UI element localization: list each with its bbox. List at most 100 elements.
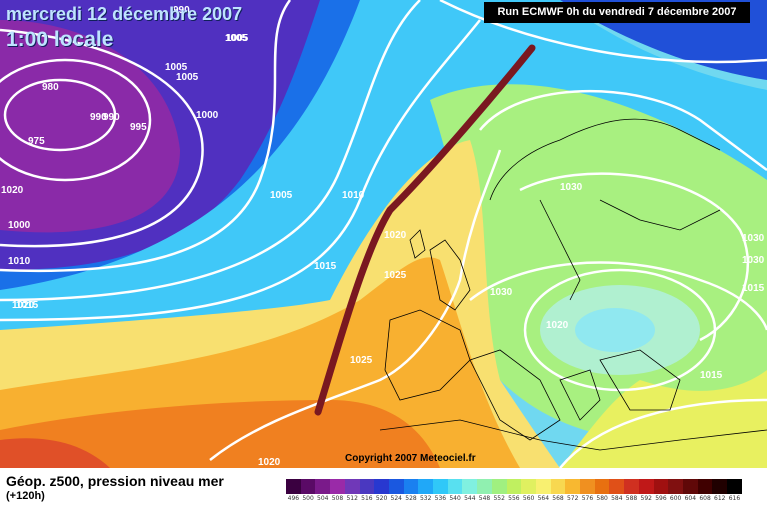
scale-tick-label: 572: [566, 495, 579, 502]
scale-swatch: [712, 479, 728, 494]
scale-swatch: [491, 479, 507, 494]
time-title: 1:00 locale: [6, 28, 114, 51]
scale-tick-label: 580: [596, 495, 608, 502]
pressure-label: 1030: [742, 233, 765, 244]
high-core-central: [575, 308, 655, 352]
pressure-label: 1020: [258, 457, 281, 468]
scale-swatch: [638, 479, 654, 494]
pressure-label: 980: [42, 82, 59, 93]
scale-tick-label: 576: [581, 495, 594, 502]
scale-swatch: [388, 479, 404, 494]
scale-tick-label: 504: [317, 495, 329, 502]
scale-swatch: [668, 479, 683, 494]
scale-swatch: [374, 479, 389, 494]
scale-swatch: [565, 479, 581, 494]
pressure-label: 1005: [225, 33, 248, 44]
coastlines: [379, 118, 767, 451]
pressure-label: 1015: [700, 370, 723, 381]
scale-tick-label: 508: [331, 495, 344, 502]
scale-swatch: [418, 479, 434, 494]
pressure-label: 990: [103, 112, 120, 123]
pressure-label: 1000: [196, 110, 219, 121]
scale-tick-label: 604: [684, 495, 697, 502]
scale-swatch: [594, 479, 610, 494]
copyright-text: Copyright 2007 Meteociel.fr: [345, 453, 476, 464]
pressure-label: 1020: [546, 320, 569, 331]
color-scale: [286, 479, 742, 494]
run-info-box: Run ECMWF 0h du vendredi 7 décembre 2007: [484, 2, 750, 23]
pressure-label: 1030: [490, 287, 513, 298]
scale-tick-label: 560: [522, 495, 535, 502]
scale-tick-label: 532: [419, 495, 432, 502]
scale-swatch: [433, 479, 448, 494]
scale-tick-label: 552: [493, 495, 505, 502]
scale-swatch: [624, 479, 639, 494]
pressure-label: 1030: [560, 182, 583, 193]
pressure-label: 1010: [8, 256, 31, 267]
red-core-sw: [0, 438, 110, 468]
trough-axis-line: [314, 44, 536, 416]
legend-panel: Géop. z500, pression niveau mer (+120h) …: [0, 468, 767, 511]
pressure-label: 990: [90, 112, 107, 123]
scale-tick-label: 592: [640, 495, 652, 502]
scale-tick-label: 524: [390, 495, 402, 502]
scale-swatch: [609, 479, 625, 494]
scale-swatch: [535, 479, 551, 494]
scale-swatch: [682, 479, 698, 494]
pressure-label: 1020: [1, 185, 24, 196]
scale-tick-label: 564: [537, 495, 550, 502]
pressure-label: 1015: [742, 283, 765, 294]
hot-core: [0, 400, 440, 468]
scale-swatch: [403, 479, 419, 494]
scale-swatch: [653, 479, 669, 494]
scale-tick-label: 520: [375, 495, 388, 502]
scale-tick-label: 556: [508, 495, 520, 502]
legend-subtitle: (+120h): [6, 490, 45, 502]
pressure-label: 1005: [176, 72, 199, 83]
pressure-label: 1000: [8, 220, 31, 231]
scale-tick-label: 568: [552, 495, 564, 502]
scale-swatch: [315, 479, 331, 494]
scale-swatch: [477, 479, 492, 494]
scale-swatch: [727, 479, 742, 494]
date-title: mercredi 12 décembre 2007: [6, 4, 243, 24]
scale-swatch: [550, 479, 566, 494]
scale-tick-label: 612: [714, 495, 726, 502]
pressure-label: 1020: [12, 300, 35, 311]
scale-swatch: [344, 479, 360, 494]
scale-swatch: [286, 479, 301, 494]
scale-swatch: [462, 479, 478, 494]
scale-tick-label: 600: [669, 495, 682, 502]
yellow-se: [560, 370, 767, 468]
scale-swatch: [359, 479, 375, 494]
scale-swatch: [697, 479, 713, 494]
scale-tick-label: 588: [625, 495, 638, 502]
pressure-label: 990: [173, 5, 190, 16]
legend-title: Géop. z500, pression niveau mer: [6, 473, 224, 489]
scale-tick-label: 608: [699, 495, 711, 502]
pressure-label: 1020: [384, 230, 407, 241]
scale-tick-label: 500: [302, 495, 314, 502]
scale-swatch: [580, 479, 595, 494]
color-scale-ticks: 496 500 504 508 512 516 520 524 528 532 536 540 544 5…: [286, 495, 742, 502]
scale-tick-label: 596: [655, 495, 667, 502]
pressure-label: 1010: [342, 190, 365, 201]
scale-swatch: [330, 479, 345, 494]
scale-tick-label: 512: [346, 495, 358, 502]
scale-tick-label: 548: [478, 495, 491, 502]
scale-swatch: [521, 479, 536, 494]
scale-tick-label: 584: [611, 495, 623, 502]
isobar-lines: [0, 0, 767, 468]
scale-swatch: [300, 479, 316, 494]
pressure-label: 1030: [742, 255, 765, 266]
pressure-label: 995: [130, 122, 147, 133]
scale-tick-label: 496: [287, 495, 300, 502]
pressure-label: 1015: [16, 300, 39, 311]
pressure-label: 1025: [350, 355, 373, 366]
scale-tick-label: 544: [464, 495, 476, 502]
scale-tick-label: 516: [361, 495, 373, 502]
pressure-label: 1025: [384, 270, 407, 281]
